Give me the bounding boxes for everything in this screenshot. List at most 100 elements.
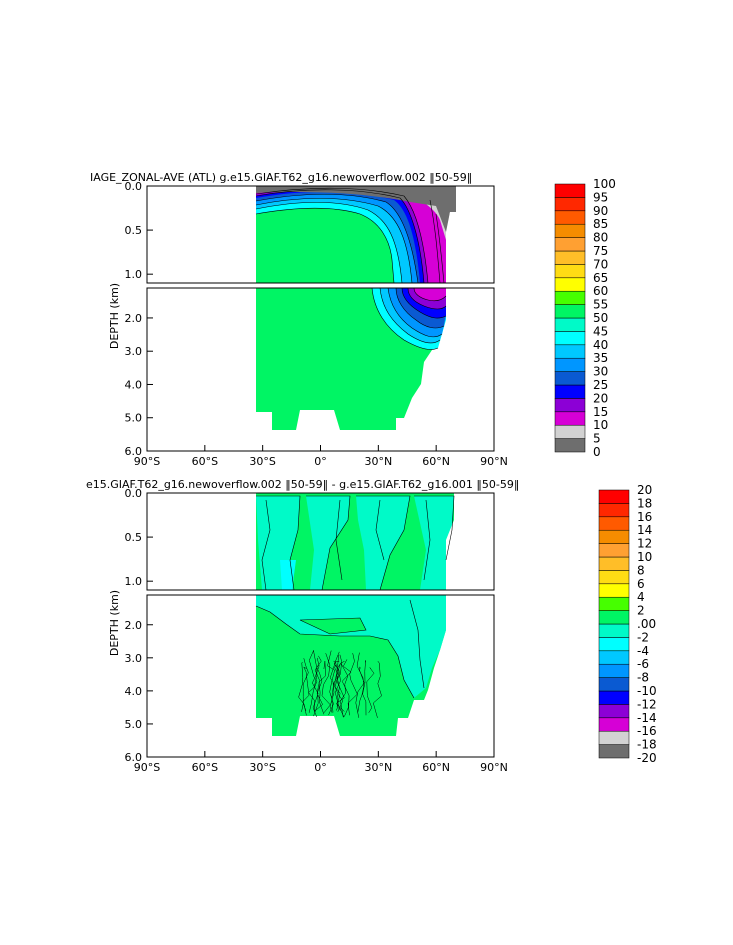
plot-top-frame-upper bbox=[146, 185, 495, 284]
plot-bottom-yaxis: 0.0 0.5 1.0 2.0 3.0 4.0 5.0 6.0 bbox=[125, 487, 153, 764]
x-tick-label: 0° bbox=[314, 455, 327, 468]
colorbar-label: 15 bbox=[593, 405, 608, 419]
colorbar-label: -4 bbox=[637, 644, 649, 658]
field-mask-east bbox=[446, 186, 494, 283]
y-tick-label: 3.0 bbox=[125, 652, 143, 665]
colorbar-swatch bbox=[554, 371, 586, 386]
contour-line bbox=[327, 650, 335, 716]
colorbar-label: 95 bbox=[593, 190, 608, 204]
colorbar-label: 45 bbox=[593, 324, 608, 338]
colorbar-label: -16 bbox=[637, 724, 657, 738]
field-region-0 bbox=[256, 186, 456, 232]
colorbar-label: 25 bbox=[593, 378, 608, 392]
plot-bottom-xaxis: 90°S 60°S 30°S 0° 30°N 60°N 90°N bbox=[134, 751, 508, 774]
x-tick-label: 90°S bbox=[134, 455, 160, 468]
plot-bottom-ylabel: DEPTH (km) bbox=[108, 590, 121, 656]
colorbar-label: 30 bbox=[593, 365, 608, 379]
colorbar-label: 6 bbox=[637, 577, 645, 591]
x-tick-label: 30°S bbox=[249, 455, 275, 468]
colorbar-label: 40 bbox=[593, 338, 608, 352]
plot-top-field-upper bbox=[255, 186, 494, 283]
contour-line bbox=[340, 661, 349, 718]
x-tick-label: 60°N bbox=[422, 761, 450, 774]
colorbar-swatch bbox=[598, 663, 630, 678]
colorbar-swatch bbox=[554, 357, 586, 372]
colorbar-swatch bbox=[554, 237, 586, 252]
x-tick-label: 90°N bbox=[480, 761, 508, 774]
colorbar-swatch bbox=[554, 264, 586, 279]
colorbar-swatch bbox=[598, 610, 630, 625]
colorbar-swatch bbox=[554, 304, 586, 319]
plot-bottom-field-upper bbox=[256, 493, 494, 590]
colorbar-label: 55 bbox=[593, 298, 608, 312]
colorbar-swatch bbox=[598, 717, 630, 732]
contour-line bbox=[331, 664, 339, 713]
colorbar-label: 0 bbox=[593, 445, 601, 459]
y-tick-label: 0.5 bbox=[125, 224, 143, 237]
colorbar-swatch bbox=[554, 384, 586, 399]
field-region-cyan-b bbox=[306, 496, 350, 590]
y-tick-label: 0.0 bbox=[125, 180, 143, 193]
colorbar-swatch bbox=[598, 677, 630, 692]
contour-line bbox=[298, 661, 307, 716]
colorbar-swatch bbox=[554, 331, 586, 346]
colorbar-swatch bbox=[598, 516, 630, 531]
contour-line bbox=[366, 667, 375, 713]
colorbar-swatch bbox=[554, 223, 586, 238]
field-region-cyan-e bbox=[280, 560, 296, 590]
colorbar-label: -18 bbox=[637, 738, 657, 752]
colorbar-label: 75 bbox=[593, 244, 608, 258]
y-tick-label: 1.0 bbox=[125, 575, 143, 588]
colorbar-swatch bbox=[554, 398, 586, 413]
y-tick-label: 6.0 bbox=[125, 445, 143, 458]
y-tick-label: 0.5 bbox=[125, 531, 143, 544]
colorbar-label: -20 bbox=[637, 751, 657, 765]
y-tick-label: 5.0 bbox=[125, 718, 143, 731]
x-tick-label: 90°S bbox=[134, 761, 160, 774]
field-region-green-island bbox=[300, 618, 366, 634]
colorbar-label: 14 bbox=[637, 523, 652, 537]
colorbar-label: 18 bbox=[637, 496, 652, 510]
colorbar-swatch bbox=[554, 210, 586, 225]
colorbar-swatch bbox=[598, 730, 630, 745]
contour-line bbox=[347, 653, 358, 716]
colorbar-label: -6 bbox=[637, 657, 649, 671]
colorbar-label: -10 bbox=[637, 684, 657, 698]
x-tick-label: 30°S bbox=[249, 761, 275, 774]
colorbar-label: 10 bbox=[593, 418, 608, 432]
colorbar-swatch bbox=[598, 489, 630, 504]
plot-top-field-lower bbox=[256, 288, 447, 430]
contour-line bbox=[334, 651, 345, 718]
colorbar-label: 60 bbox=[593, 284, 608, 298]
colorbar-swatch bbox=[598, 623, 630, 638]
colorbar-label: -2 bbox=[637, 630, 649, 644]
colorbar-label: 8 bbox=[637, 563, 645, 577]
field-mask-east-b bbox=[446, 493, 494, 590]
colorbar-swatch bbox=[598, 637, 630, 652]
y-tick-label: 5.0 bbox=[125, 412, 143, 425]
x-tick-label: 30°N bbox=[364, 761, 392, 774]
colorbar-label: 4 bbox=[637, 590, 645, 604]
colorbar-swatch bbox=[554, 438, 586, 453]
x-tick-label: 60°S bbox=[192, 761, 218, 774]
contour-line bbox=[334, 654, 344, 712]
plot-bottom-colorbar: 2018161412108642.00-2-4-6-8-10-12-14-16-… bbox=[598, 483, 657, 765]
x-tick-label: 90°N bbox=[480, 455, 508, 468]
field-region-25 bbox=[256, 186, 446, 283]
colorbar-swatch bbox=[554, 250, 586, 265]
colorbar-label: 35 bbox=[593, 351, 608, 365]
colorbar-swatch bbox=[554, 277, 586, 292]
contour-line bbox=[355, 666, 365, 718]
y-tick-label: 2.0 bbox=[125, 312, 143, 325]
plot-top-title: IAGE_ZONAL-AVE (ATL) g.e15.GIAF.T62_g16.… bbox=[90, 171, 472, 184]
colorbar-label: -8 bbox=[637, 671, 649, 685]
plot-bottom: e15.GIAF.T62_g16.newoverflow.002 ‖50-59‖… bbox=[86, 478, 657, 774]
y-tick-label: 0.0 bbox=[125, 487, 143, 500]
colorbar-label: 50 bbox=[593, 311, 608, 325]
plot-bottom-field-lower bbox=[255, 595, 446, 736]
contour-line bbox=[362, 660, 367, 716]
x-tick-label: 30°N bbox=[364, 455, 392, 468]
y-tick-label: 3.0 bbox=[125, 345, 143, 358]
colorbar-label: .00 bbox=[637, 617, 656, 631]
